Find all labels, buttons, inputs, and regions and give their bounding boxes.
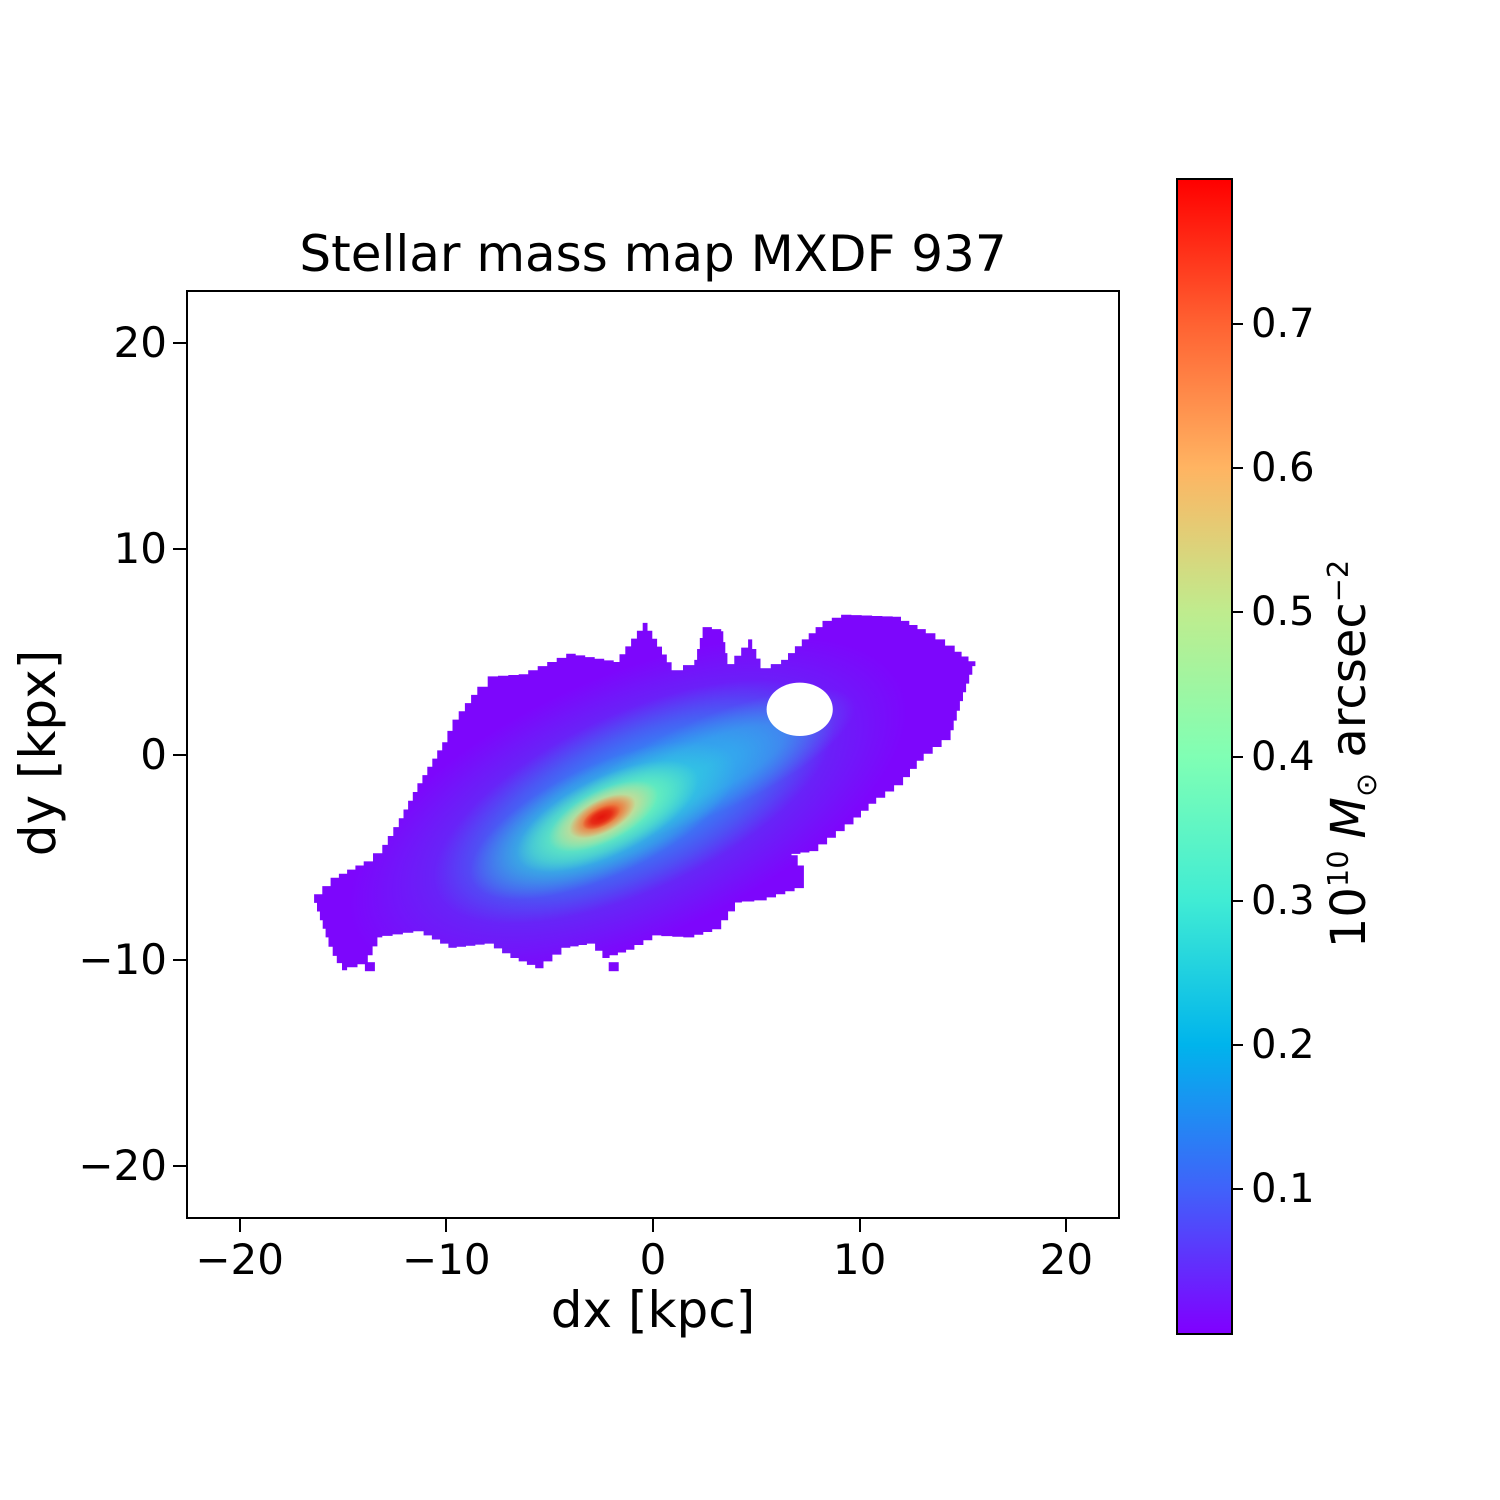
colorbar-label-mass-symbol: M bbox=[1321, 797, 1378, 839]
colorbar-tick-mark bbox=[1233, 323, 1243, 326]
y-tick-label: 20 bbox=[113, 318, 167, 368]
plot-title: Stellar mass map MXDF 937 bbox=[299, 225, 1007, 283]
x-tick-mark bbox=[858, 1219, 861, 1232]
y-tick-mark bbox=[173, 959, 186, 962]
galaxy-core bbox=[582, 804, 621, 830]
y-tick-label: 10 bbox=[113, 523, 167, 573]
colorbar-tick-mark bbox=[1233, 1043, 1243, 1046]
colorbar-tick-mark bbox=[1233, 611, 1243, 614]
colorbar-tick-label: 0.6 bbox=[1251, 445, 1315, 492]
x-tick-label: −20 bbox=[195, 1235, 284, 1284]
mask-speckle bbox=[608, 962, 619, 972]
colorbar-tick-mark bbox=[1233, 755, 1243, 758]
colorbar-tick-label: 0.2 bbox=[1251, 1021, 1315, 1068]
colorbar-tick-mark bbox=[1233, 1187, 1243, 1190]
masked-hole bbox=[766, 682, 833, 736]
y-tick-mark bbox=[173, 342, 186, 345]
colorbar bbox=[1176, 178, 1233, 1335]
colorbar-gradient bbox=[1178, 180, 1231, 1333]
colorbar-tick-label: 0.3 bbox=[1251, 877, 1315, 924]
x-axis-label: dx [kpc] bbox=[550, 1281, 756, 1339]
y-tick-label: 0 bbox=[140, 729, 167, 779]
x-tick-label: 10 bbox=[832, 1235, 887, 1284]
x-tick-mark bbox=[1065, 1219, 1068, 1232]
stellar-mass-map bbox=[314, 614, 976, 972]
x-tick-label: 0 bbox=[639, 1235, 667, 1284]
x-tick-mark bbox=[652, 1219, 654, 1232]
colorbar-tick-label: 0.1 bbox=[1251, 1165, 1315, 1212]
y-tick-label: −10 bbox=[78, 935, 167, 985]
plot-area bbox=[186, 290, 1120, 1219]
x-tick-label: 20 bbox=[1039, 1235, 1094, 1284]
x-tick-mark bbox=[238, 1219, 241, 1232]
x-tick-mark bbox=[445, 1219, 448, 1232]
y-tick-mark bbox=[173, 753, 186, 756]
y-tick-mark bbox=[173, 547, 186, 550]
mask-speckle bbox=[364, 962, 375, 972]
colorbar-tick-mark bbox=[1233, 467, 1243, 470]
y-tick-label: −20 bbox=[78, 1140, 167, 1190]
x-tick-label: −10 bbox=[402, 1235, 491, 1284]
colorbar-tick-mark bbox=[1233, 899, 1243, 902]
colorbar-tick-label: 0.7 bbox=[1251, 301, 1315, 348]
y-tick-mark bbox=[173, 1164, 186, 1167]
colorbar-tick-label: 0.5 bbox=[1251, 589, 1315, 636]
colorbar-tick-label: 0.4 bbox=[1251, 733, 1315, 780]
